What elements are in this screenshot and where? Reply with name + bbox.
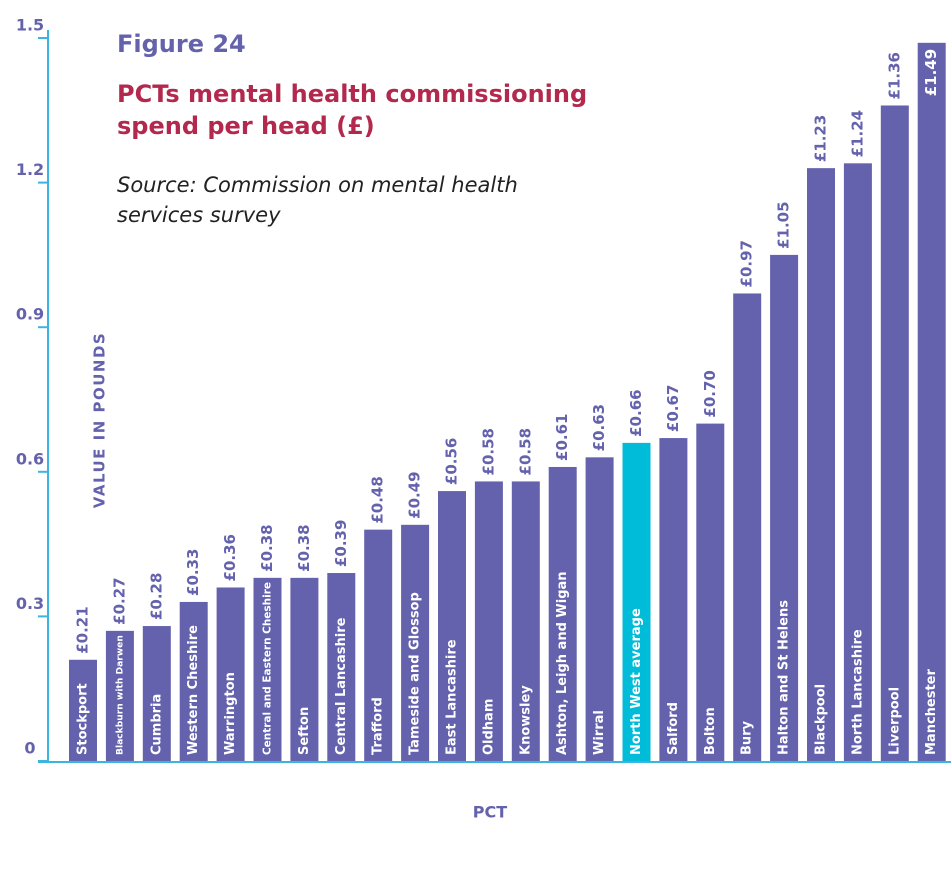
category-label: Wirral	[592, 710, 607, 755]
y-tick-label: 0.3	[16, 594, 44, 613]
bar	[69, 659, 97, 761]
category-label: Warrington	[223, 672, 238, 755]
bar	[770, 254, 799, 761]
x-axis-label: PCT	[473, 803, 507, 822]
category-label: Tameside and Glossop	[408, 592, 423, 755]
bar	[105, 630, 134, 761]
bar	[327, 573, 356, 761]
category-label: Halton and St Helens	[777, 600, 792, 755]
category-label: Liverpool	[887, 687, 902, 755]
category-label: Trafford	[371, 697, 386, 755]
value-label: £0.28	[147, 573, 165, 620]
bar	[917, 42, 946, 761]
bar	[548, 466, 577, 761]
y-tick-label: 1.5	[16, 16, 44, 35]
category-label: Blackpool	[814, 684, 829, 755]
value-label: £0.70	[701, 370, 719, 417]
value-label: £0.63	[590, 404, 608, 451]
value-label: £0.49	[406, 471, 424, 518]
chart-subtitle: PCTs mental health commissioning spend p…	[117, 80, 588, 140]
value-label: £0.38	[295, 524, 313, 571]
bar	[659, 438, 688, 761]
category-label: Bolton	[703, 707, 718, 755]
value-label: £1.23	[812, 115, 830, 162]
y-tick-label: 1.2	[16, 160, 44, 179]
category-label: Salford	[666, 702, 681, 755]
category-label: Ashton, Leigh and Wigan	[555, 571, 570, 755]
value-label: £0.58	[516, 428, 534, 475]
bar	[142, 626, 171, 761]
value-label: £0.48	[369, 476, 387, 523]
bar	[585, 457, 614, 761]
bar	[364, 529, 393, 761]
category-label: Bury	[740, 720, 755, 755]
bar	[511, 481, 540, 761]
category-label: Stockport	[76, 683, 91, 755]
source-note: Source: Commission on mental health serv…	[117, 173, 518, 227]
value-label: £0.56	[443, 438, 461, 485]
bar	[253, 577, 282, 761]
value-label: £0.21	[74, 606, 92, 653]
category-label: North Lancashire	[850, 629, 865, 755]
y-tick-label: 0.9	[16, 305, 44, 324]
category-label: Central Lancashire	[334, 617, 349, 755]
y-tick-label: 0.6	[16, 449, 44, 468]
value-label: £0.39	[332, 520, 350, 567]
value-label: £0.38	[258, 524, 276, 571]
bar	[880, 105, 909, 762]
bar	[843, 163, 872, 761]
bar	[622, 442, 651, 761]
category-label: Sefton	[297, 707, 312, 755]
value-label: £0.27	[110, 577, 128, 624]
chart-title: Figure 24	[117, 30, 246, 58]
y-axis-label: VALUE IN POUNDS	[91, 332, 109, 508]
bar	[474, 481, 503, 761]
value-label: £1.05	[775, 201, 793, 248]
value-label: £0.61	[553, 414, 571, 461]
bar	[733, 293, 762, 761]
bar	[179, 601, 208, 761]
category-label: Blackburn with Darwen	[115, 635, 125, 755]
value-label: £0.67	[664, 385, 682, 432]
value-label: £0.36	[221, 534, 239, 581]
bar	[216, 587, 245, 761]
bar	[807, 168, 835, 761]
category-label: North West average	[629, 608, 644, 755]
category-label: East Lancashire	[445, 639, 460, 755]
bar	[438, 491, 466, 761]
value-label: £1.49	[922, 49, 940, 96]
bar	[290, 577, 319, 761]
category-label: Oldham	[481, 699, 496, 755]
value-label: £0.97	[738, 240, 756, 287]
value-label: £0.58	[479, 428, 497, 475]
category-label: Western Cheshire	[186, 625, 201, 755]
category-label: Manchester	[924, 668, 939, 755]
y-tick-label: 0	[24, 739, 35, 758]
value-label: £0.33	[184, 548, 202, 595]
bar	[696, 423, 725, 761]
value-label: £0.66	[627, 389, 645, 436]
category-label: Cumbria	[149, 694, 164, 755]
category-label: Knowsley	[518, 685, 533, 755]
value-label: £1.36	[885, 52, 903, 99]
category-label: Central and Eastern Cheshire	[262, 582, 274, 755]
value-label: £1.24	[848, 110, 866, 157]
bar	[401, 524, 430, 761]
